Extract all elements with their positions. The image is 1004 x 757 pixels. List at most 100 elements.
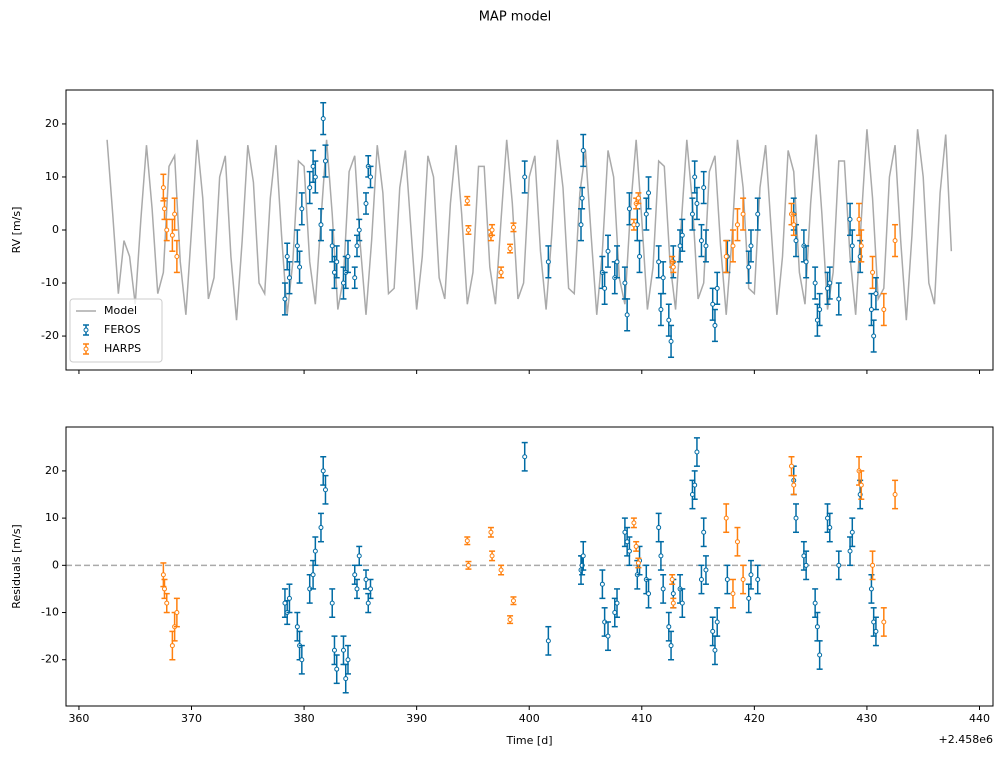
data-point — [545, 259, 551, 265]
data-point — [814, 624, 820, 630]
legend-box — [69, 298, 163, 363]
data-point — [294, 624, 300, 630]
data-point — [164, 600, 170, 606]
data-point — [299, 657, 305, 663]
data-point — [334, 259, 340, 265]
data-point — [294, 243, 300, 249]
data-point — [343, 676, 349, 682]
data-point — [164, 227, 170, 233]
legend-swatch — [83, 327, 89, 333]
data-point — [656, 259, 662, 265]
data-point — [666, 624, 672, 630]
data-point — [679, 232, 685, 238]
data-point — [670, 264, 676, 270]
data-point — [710, 628, 716, 634]
data-point — [160, 185, 166, 191]
data-point — [489, 227, 495, 233]
data-point — [299, 206, 305, 212]
data-point — [701, 529, 707, 535]
data-point — [723, 515, 729, 521]
legend-label: Model — [104, 304, 137, 317]
data-point — [633, 543, 639, 549]
data-point — [892, 492, 898, 498]
data-point — [793, 238, 799, 244]
data-point — [849, 529, 855, 535]
data-point — [881, 619, 887, 625]
data-point — [740, 576, 746, 582]
x-tick-label: 420 — [744, 712, 765, 725]
data-point — [730, 591, 736, 597]
x-axis-label: Time [d] — [506, 734, 553, 747]
data-point — [464, 198, 470, 204]
data-point — [748, 243, 754, 249]
y-tick-label: 0 — [52, 558, 59, 571]
data-point — [734, 539, 740, 545]
data-point — [367, 174, 373, 180]
data-point — [631, 520, 637, 526]
data-point — [856, 216, 862, 222]
data-point — [614, 259, 620, 265]
y-tick-label: -10 — [41, 606, 59, 619]
data-point — [322, 487, 328, 493]
data-point — [803, 259, 809, 265]
data-point — [637, 254, 643, 260]
data-point — [791, 482, 797, 488]
data-point — [320, 468, 326, 474]
data-point — [868, 307, 874, 313]
data-point — [670, 591, 676, 597]
data-point — [510, 598, 516, 604]
data-point — [622, 280, 628, 286]
data-point — [692, 174, 698, 180]
data-point — [812, 280, 818, 286]
data-point — [849, 243, 855, 249]
data-point — [871, 333, 877, 339]
y-tick-label: 10 — [45, 170, 59, 183]
plot-area — [106, 101, 953, 359]
data-point — [345, 657, 351, 663]
data-point — [803, 562, 809, 568]
data-point — [465, 227, 471, 233]
data-point — [714, 285, 720, 291]
data-point — [646, 190, 652, 196]
data-point — [668, 643, 674, 649]
model-line — [106, 129, 953, 321]
data-point — [284, 254, 290, 260]
data-point — [669, 576, 675, 582]
y-tick-label: 20 — [45, 117, 59, 130]
data-point — [714, 619, 720, 625]
y-tick-label: -10 — [41, 276, 59, 289]
data-point — [340, 280, 346, 286]
data-point — [340, 647, 346, 653]
data-point — [363, 200, 369, 206]
data-point — [656, 525, 662, 531]
data-point — [635, 560, 641, 566]
figure-title: MAP model — [479, 10, 552, 25]
x-tick-label: 370 — [181, 712, 202, 725]
data-point — [817, 652, 823, 658]
data-point — [578, 222, 584, 228]
data-point — [746, 264, 752, 270]
data-point — [174, 610, 180, 616]
data-point — [605, 248, 611, 254]
data-point — [488, 529, 494, 535]
y-tick-label: -20 — [41, 329, 59, 342]
data-point — [658, 553, 664, 559]
data-point — [334, 666, 340, 672]
data-point — [812, 600, 818, 606]
data-point — [169, 232, 175, 238]
data-point — [614, 600, 620, 606]
data-point — [698, 238, 704, 244]
data-point — [626, 206, 632, 212]
data-point — [873, 291, 879, 297]
data-point — [677, 243, 683, 249]
data-point — [712, 322, 718, 328]
data-point — [740, 211, 746, 217]
data-point — [318, 525, 324, 531]
y-axis-label: Residuals [m/s] — [10, 524, 23, 608]
data-point — [858, 243, 864, 249]
data-point — [624, 539, 630, 545]
plot-area — [66, 437, 993, 694]
data-point — [354, 243, 360, 249]
data-point — [329, 600, 335, 606]
data-point — [668, 338, 674, 344]
